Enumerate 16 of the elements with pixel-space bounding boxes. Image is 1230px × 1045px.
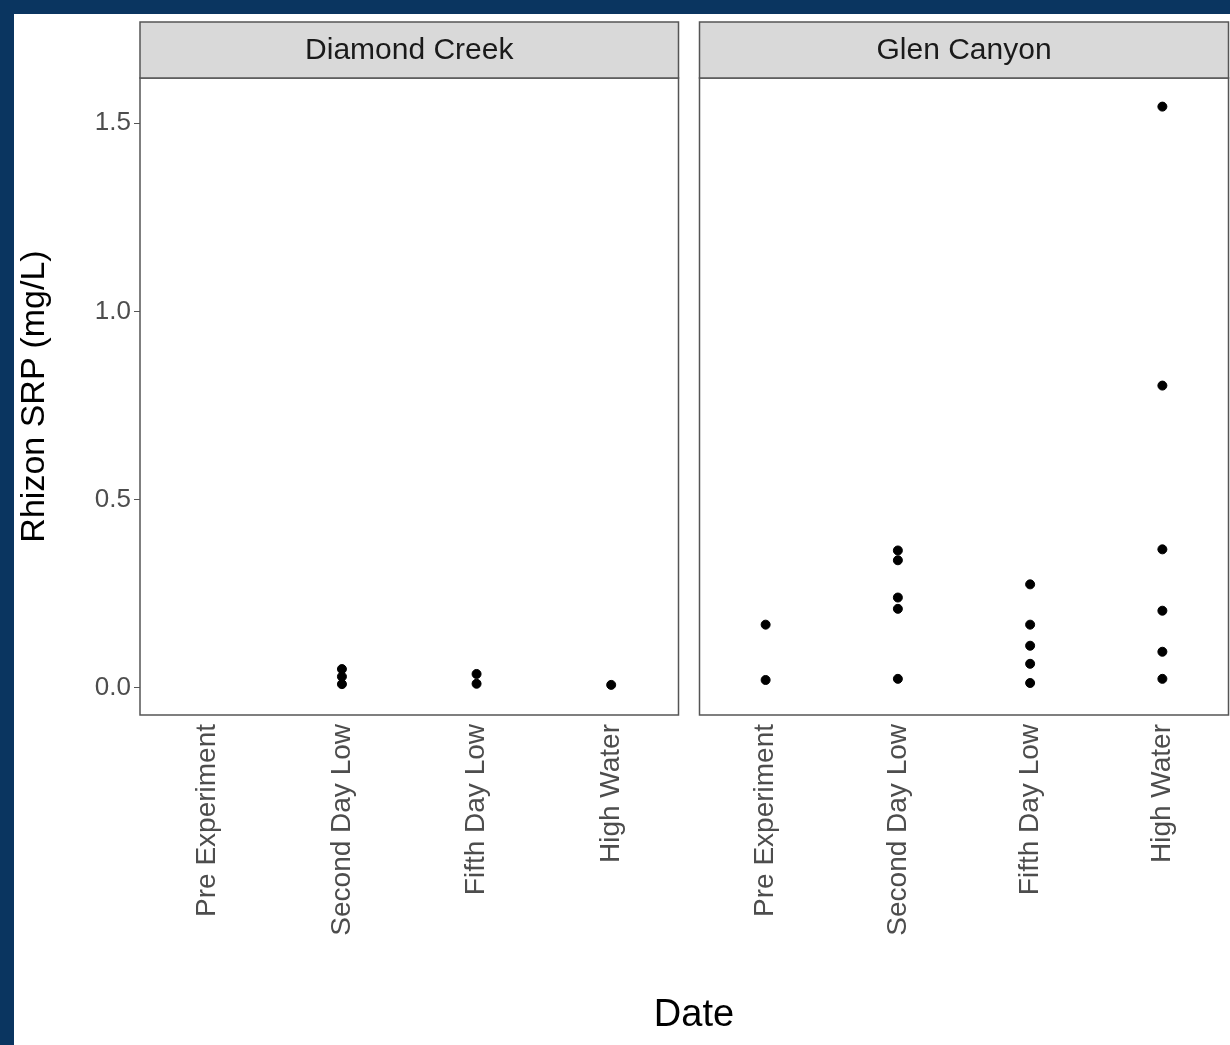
y-tick-label: 0.0 bbox=[94, 671, 131, 702]
y-tick-label: 0.5 bbox=[94, 482, 131, 513]
x-tick-label: High Water bbox=[1145, 724, 1177, 864]
y-tick-label: 1.0 bbox=[94, 294, 131, 325]
chart-title: Glen Canyon bbox=[876, 32, 1052, 66]
x-tick-label: Pre Experiment bbox=[190, 723, 222, 917]
x-tick-label: Fifth Day Low bbox=[1012, 723, 1044, 896]
x-tick-label: Pre Experiment bbox=[748, 723, 780, 917]
y-axis-title: Rhizon SRP (mg/L) bbox=[12, 250, 51, 543]
x-axis-title: Date bbox=[652, 992, 736, 1035]
x-tick-label: Second Day Low bbox=[324, 723, 356, 936]
y-tick-label: 1.5 bbox=[94, 106, 131, 137]
chart-title: Diamond Creek bbox=[305, 32, 515, 66]
x-tick-label: High Water bbox=[593, 724, 625, 864]
x-tick-label: Fifth Day Low bbox=[459, 723, 491, 896]
x-tick-label: Second Day Low bbox=[880, 723, 912, 936]
